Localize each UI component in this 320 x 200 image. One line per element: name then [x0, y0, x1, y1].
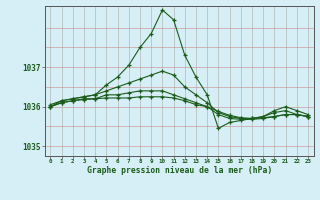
X-axis label: Graphe pression niveau de la mer (hPa): Graphe pression niveau de la mer (hPa): [87, 166, 272, 175]
